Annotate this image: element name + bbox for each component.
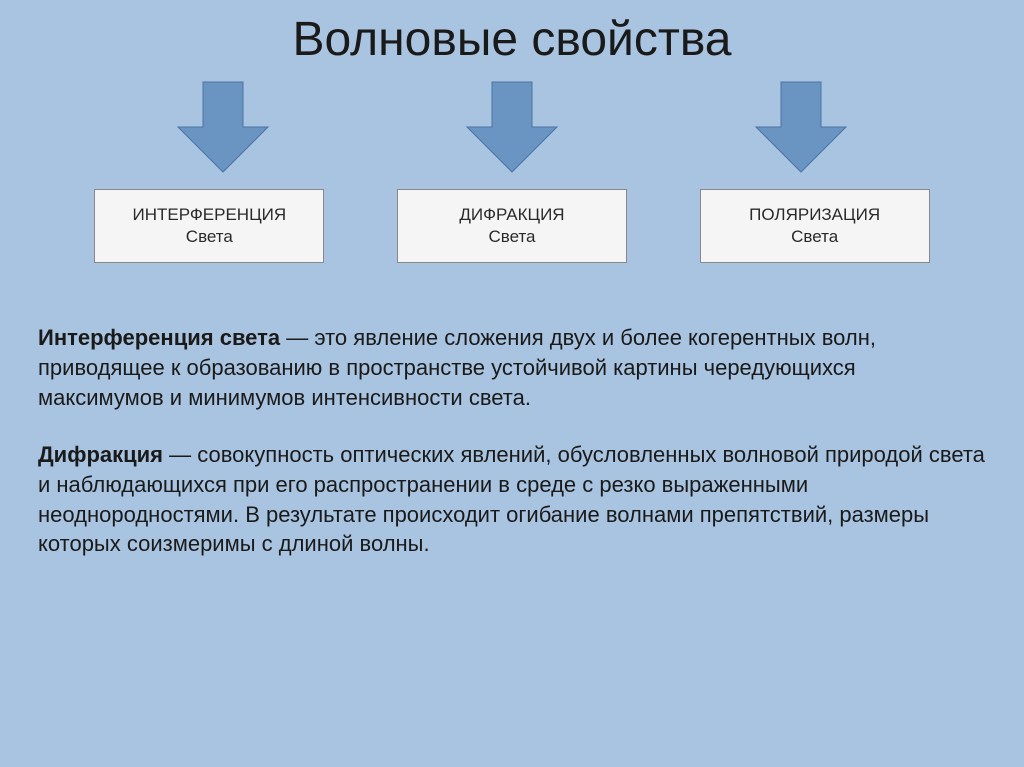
box-line2: Света xyxy=(791,227,838,246)
box-line1: ПОЛЯРИЗАЦИЯ xyxy=(749,205,880,224)
term: Дифракция xyxy=(38,442,163,467)
slide-title: Волновые свойства xyxy=(18,0,1006,77)
term: Интерференция света xyxy=(38,325,280,350)
arrow-down-icon xyxy=(751,77,851,177)
box-line2: Света xyxy=(186,227,233,246)
box-interference: ИНТЕРФЕРЕНЦИЯ Света xyxy=(94,189,324,263)
arrows-row xyxy=(18,77,1006,177)
definition-interference: Интерференция света — это явление сложен… xyxy=(38,323,986,412)
box-polarization: ПОЛЯРИЗАЦИЯ Света xyxy=(700,189,930,263)
boxes-row: ИНТЕРФЕРЕНЦИЯ Света ДИФРАКЦИЯ Света ПОЛЯ… xyxy=(18,189,1006,263)
arrow-down-icon xyxy=(173,77,273,177)
definition-diffraction: Дифракция — совокупность оптических явле… xyxy=(38,440,986,559)
slide-container: Волновые свойства ИНТЕРФЕРЕНЦИЯ Света ДИ… xyxy=(18,0,1006,749)
box-line2: Света xyxy=(488,227,535,246)
box-line1: ДИФРАКЦИЯ xyxy=(459,205,564,224)
definition-text: — совокупность оптических явлений, обусл… xyxy=(38,442,985,556)
arrow-down-icon xyxy=(462,77,562,177)
box-diffraction: ДИФРАКЦИЯ Света xyxy=(397,189,627,263)
definitions-block: Интерференция света — это явление сложен… xyxy=(18,323,1006,559)
box-line1: ИНТЕРФЕРЕНЦИЯ xyxy=(133,205,287,224)
